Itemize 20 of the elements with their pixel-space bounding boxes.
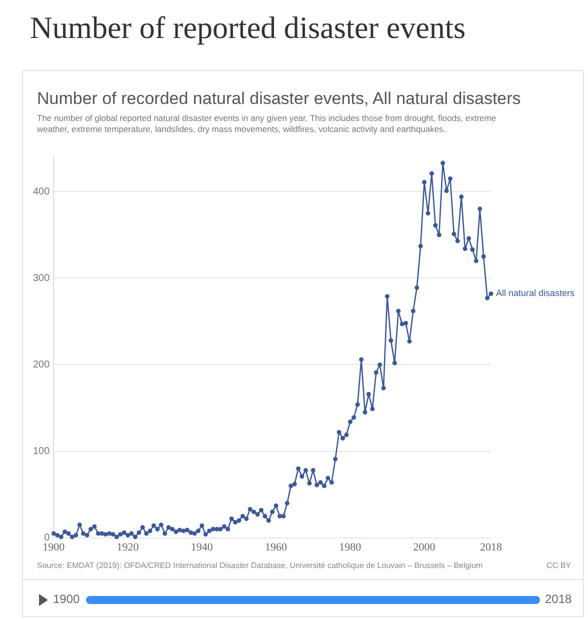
x-tick-label: 1980 — [339, 541, 362, 554]
text: The number of global reported natural disaster events in any given year. This includes those from drought, floods, extreme weather, extreme temperature, landslides, dry mass movements, wildfires, volcanic activity and earthquakes. — [37, 113, 498, 135]
text: CC BY — [546, 561, 571, 570]
source-note: Source: EMDAT (2019): OFDA/CRED International Disaster Database, Université catholique de Louvain – Brussels – Belgium — [37, 561, 483, 570]
text: 1900 — [53, 592, 80, 606]
x-tick-label: 1920 — [116, 541, 140, 554]
x-tick-label: 2000 — [413, 541, 436, 554]
x-tick-label: 1940 — [190, 541, 214, 554]
text: 2018 — [545, 592, 572, 606]
y-tick-label: 100 — [32, 446, 50, 458]
series-label: All natural disasters — [496, 288, 576, 298]
y-tick-label: 400 — [32, 186, 50, 198]
chart-title: Number of reported disaster events — [30, 10, 467, 47]
x-tick-label: 1900 — [42, 541, 66, 554]
y-tick-label: 200 — [32, 359, 50, 370]
y-tick-label: 300 — [32, 272, 50, 284]
x-tick-label: 1960 — [265, 541, 288, 554]
x-tick-label: 2018 — [480, 541, 502, 554]
y-tick-label: 0 — [44, 532, 50, 544]
chart-subtitle: Number of recorded natural disaster events, All natural disasters — [37, 89, 521, 109]
